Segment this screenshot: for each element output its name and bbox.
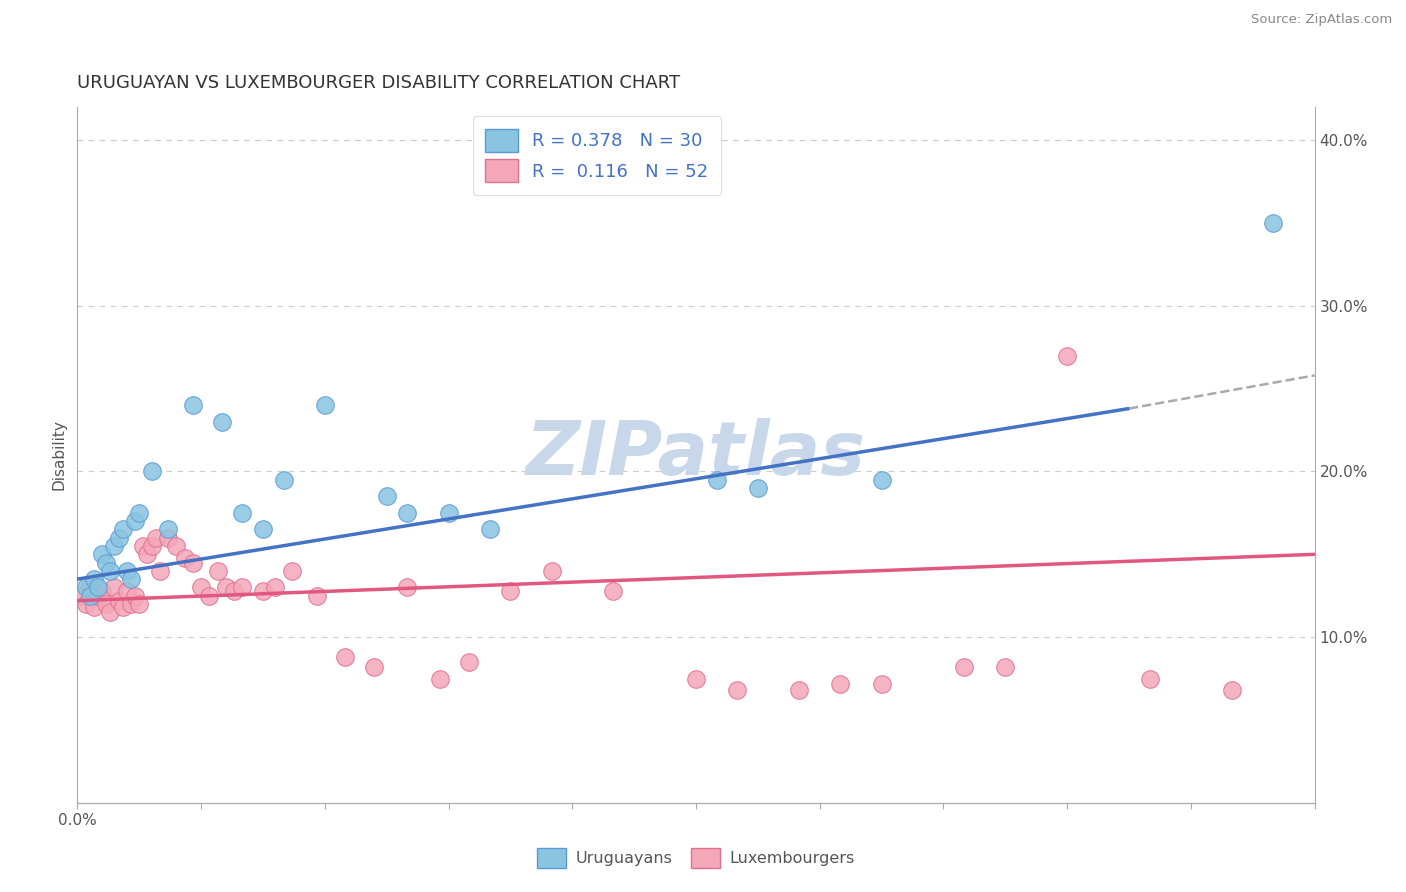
Point	[75, 581, 97, 595]
Point	[103, 539, 125, 553]
Point	[747, 481, 769, 495]
Point	[120, 597, 142, 611]
Point	[157, 531, 180, 545]
Point	[91, 547, 114, 561]
Point	[335, 650, 357, 665]
Point	[96, 556, 118, 570]
Point	[128, 506, 150, 520]
Point	[870, 676, 893, 690]
Point	[375, 489, 398, 503]
Y-axis label: Disability: Disability	[51, 419, 66, 491]
Point	[157, 523, 180, 537]
Point	[396, 506, 419, 520]
Point	[1056, 349, 1078, 363]
Point	[305, 589, 328, 603]
Point	[111, 600, 134, 615]
Point	[120, 572, 142, 586]
Point	[115, 583, 138, 598]
Point	[211, 415, 233, 429]
Point	[870, 473, 893, 487]
Point	[478, 523, 501, 537]
Point	[198, 589, 221, 603]
Point	[107, 593, 129, 607]
Point	[107, 531, 129, 545]
Point	[787, 683, 810, 698]
Point	[725, 683, 748, 698]
Point	[136, 547, 159, 561]
Point	[231, 506, 253, 520]
Point	[132, 539, 155, 553]
Point	[602, 583, 624, 598]
Point	[458, 655, 481, 669]
Point	[181, 556, 204, 570]
Point	[79, 581, 101, 595]
Point	[264, 581, 287, 595]
Point	[83, 572, 105, 586]
Point	[215, 581, 238, 595]
Point	[75, 597, 97, 611]
Point	[429, 672, 451, 686]
Point	[363, 660, 385, 674]
Point	[91, 583, 114, 598]
Point	[540, 564, 562, 578]
Point	[706, 473, 728, 487]
Point	[190, 581, 212, 595]
Point	[314, 398, 336, 412]
Point	[1139, 672, 1161, 686]
Point	[953, 660, 976, 674]
Point	[79, 589, 101, 603]
Point	[1263, 216, 1285, 230]
Point	[149, 564, 172, 578]
Point	[70, 589, 93, 603]
Point	[181, 398, 204, 412]
Point	[685, 672, 707, 686]
Point	[252, 583, 274, 598]
Text: ZIPatlas: ZIPatlas	[526, 418, 866, 491]
Legend: Uruguayans, Luxembourgers: Uruguayans, Luxembourgers	[530, 841, 862, 875]
Point	[83, 600, 105, 615]
Point	[173, 550, 195, 565]
Point	[103, 581, 125, 595]
Point	[273, 473, 295, 487]
Point	[96, 597, 118, 611]
Point	[145, 531, 167, 545]
Point	[124, 514, 146, 528]
Point	[222, 583, 245, 598]
Point	[87, 589, 110, 603]
Point	[124, 589, 146, 603]
Point	[499, 583, 522, 598]
Point	[207, 564, 229, 578]
Point	[111, 523, 134, 537]
Point	[141, 539, 163, 553]
Point	[87, 581, 110, 595]
Point	[231, 581, 253, 595]
Point	[1220, 683, 1243, 698]
Point	[830, 676, 852, 690]
Point	[115, 564, 138, 578]
Point	[994, 660, 1017, 674]
Point	[98, 564, 121, 578]
Point	[252, 523, 274, 537]
Point	[396, 581, 419, 595]
Point	[98, 605, 121, 619]
Text: URUGUAYAN VS LUXEMBOURGER DISABILITY CORRELATION CHART: URUGUAYAN VS LUXEMBOURGER DISABILITY COR…	[77, 74, 681, 92]
Point	[128, 597, 150, 611]
Point	[437, 506, 460, 520]
Point	[281, 564, 304, 578]
Point	[165, 539, 187, 553]
Point	[141, 465, 163, 479]
Text: Source: ZipAtlas.com: Source: ZipAtlas.com	[1251, 13, 1392, 27]
